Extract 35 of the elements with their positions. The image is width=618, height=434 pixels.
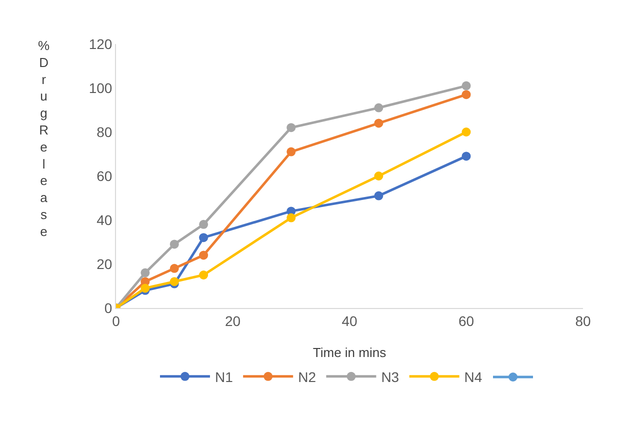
y-tick-label: 100 bbox=[88, 80, 112, 96]
point bbox=[286, 123, 296, 132]
y-tick-label: 0 bbox=[104, 300, 112, 316]
legend-label: N3 bbox=[381, 368, 400, 385]
y-tick-label: 60 bbox=[96, 168, 112, 184]
point bbox=[286, 213, 296, 222]
legend-label: N1 bbox=[214, 368, 234, 385]
y-tick-label: 120 bbox=[88, 36, 112, 52]
point bbox=[374, 103, 384, 112]
x-tick-label: 60 bbox=[458, 312, 474, 329]
point bbox=[374, 191, 384, 200]
y-tick-label: 40 bbox=[96, 212, 112, 228]
point bbox=[374, 172, 384, 180]
x-tick-label: 40 bbox=[342, 312, 358, 329]
x-tick-label: 20 bbox=[224, 312, 241, 329]
point bbox=[462, 128, 471, 136]
point bbox=[199, 233, 208, 242]
x-tick-label: 80 bbox=[575, 312, 591, 329]
y-tick-label: 20 bbox=[96, 256, 112, 272]
point bbox=[286, 147, 296, 156]
point bbox=[170, 240, 179, 249]
x-axis-title: Time in mins bbox=[312, 345, 387, 360]
text: % Drug Release bbox=[38, 38, 50, 239]
y-tick-label: 80 bbox=[96, 124, 112, 140]
point bbox=[462, 90, 471, 100]
point bbox=[199, 270, 208, 280]
point bbox=[462, 152, 471, 161]
point bbox=[140, 268, 150, 278]
point bbox=[170, 264, 179, 273]
point bbox=[199, 250, 208, 260]
legend-label: N4 bbox=[464, 368, 482, 385]
legend-label: N2 bbox=[298, 368, 316, 385]
point bbox=[374, 118, 384, 128]
point bbox=[199, 220, 208, 229]
point bbox=[462, 81, 471, 90]
